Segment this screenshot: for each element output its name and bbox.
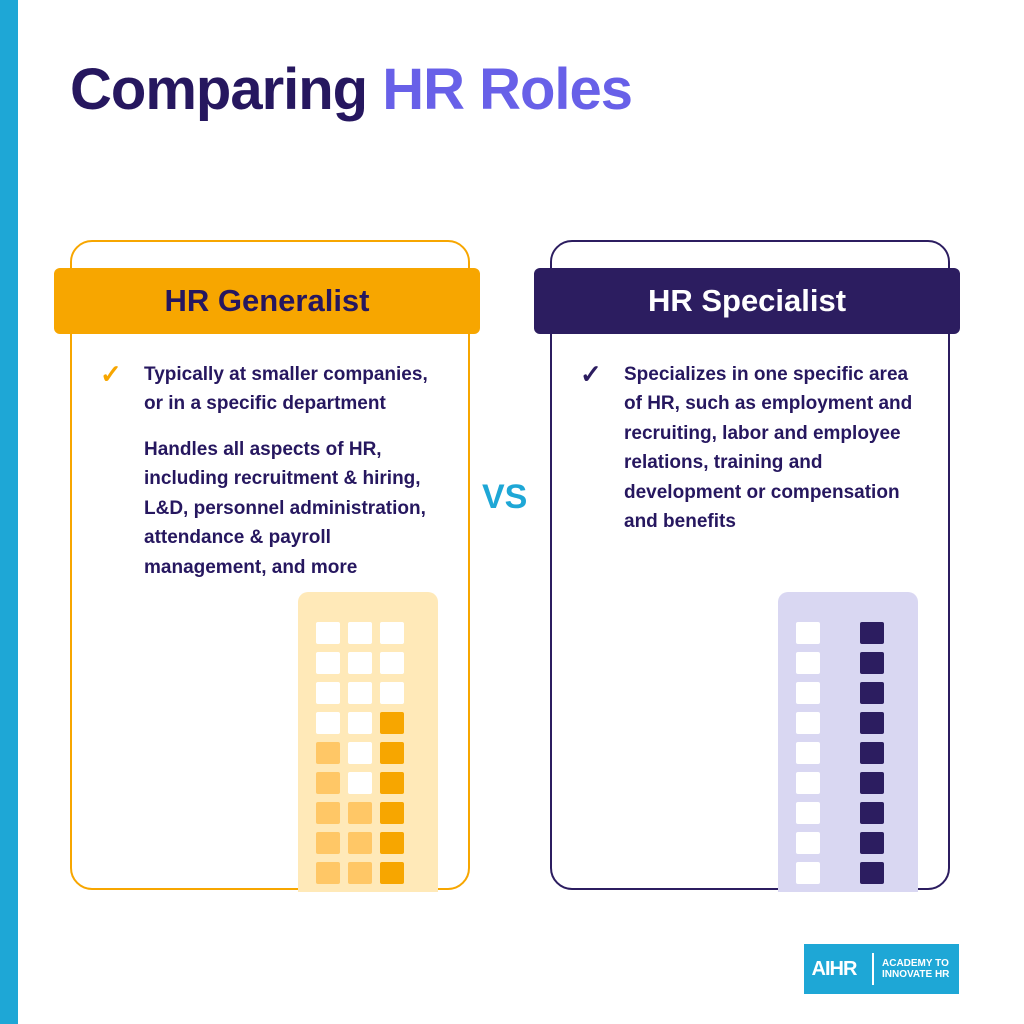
building-grid-left xyxy=(316,622,408,888)
card-specialist: HR Specialist ✓ Specializes in one speci… xyxy=(550,240,950,890)
building-cell xyxy=(348,622,372,644)
card-generalist: HR Generalist ✓ Typically at smaller com… xyxy=(70,240,470,890)
building-cell xyxy=(380,622,404,644)
building-cell xyxy=(316,832,340,854)
building-cell xyxy=(380,802,404,824)
logo-divider xyxy=(872,953,874,985)
title-part-2: HR Roles xyxy=(382,57,632,122)
building-cell xyxy=(380,862,404,884)
building-cell xyxy=(828,622,852,644)
page-title: Comparing HR Roles xyxy=(70,56,632,123)
building-cell xyxy=(860,622,884,644)
building-cell xyxy=(796,772,820,794)
bullet-text: Specializes in one specific area of HR, … xyxy=(624,360,920,537)
building-illustration-right xyxy=(778,592,918,892)
building-cell xyxy=(348,862,372,884)
brand-logo: AIHR ACADEMY TO INNOVATE HR xyxy=(804,944,984,994)
vs-label: VS xyxy=(482,478,527,517)
building-cell xyxy=(828,712,852,734)
left-stripe xyxy=(0,0,18,1024)
building-cell xyxy=(860,682,884,704)
building-cell xyxy=(380,682,404,704)
building-cell xyxy=(348,772,372,794)
building-cell xyxy=(380,652,404,674)
building-cell xyxy=(348,742,372,764)
building-cell xyxy=(316,622,340,644)
building-cell xyxy=(828,652,852,674)
building-cell xyxy=(380,832,404,854)
building-cell xyxy=(348,682,372,704)
building-cell xyxy=(828,682,852,704)
card-generalist-body: ✓ Typically at smaller companies, or in … xyxy=(100,360,440,582)
building-cell xyxy=(348,712,372,734)
bullet-text-2: Handles all aspects of HR, including rec… xyxy=(144,435,440,582)
bullet-text: Typically at smaller companies, or in a … xyxy=(144,360,440,419)
title-part-1: Comparing xyxy=(70,57,382,122)
building-cell xyxy=(316,682,340,704)
building-cell xyxy=(380,742,404,764)
building-grid-right xyxy=(796,622,888,888)
building-cell xyxy=(316,712,340,734)
building-cell xyxy=(796,622,820,644)
building-cell xyxy=(316,742,340,764)
building-cell xyxy=(796,652,820,674)
building-cell xyxy=(828,832,852,854)
building-cell xyxy=(380,712,404,734)
logo-mark: AIHR xyxy=(804,944,864,994)
card-generalist-header: HR Generalist xyxy=(54,268,480,334)
building-cell xyxy=(828,802,852,824)
building-cell xyxy=(796,862,820,884)
building-cell xyxy=(828,772,852,794)
building-cell xyxy=(316,652,340,674)
building-cell xyxy=(860,832,884,854)
logo-wrap: AIHR ACADEMY TO INNOVATE HR xyxy=(804,944,959,994)
building-cell xyxy=(796,742,820,764)
building-illustration-left xyxy=(298,592,438,892)
building-cell xyxy=(796,712,820,734)
card-specialist-header: HR Specialist xyxy=(534,268,960,334)
bullet-row: ✓ Typically at smaller companies, or in … xyxy=(100,360,440,419)
bullet-row: ✓ Specializes in one specific area of HR… xyxy=(580,360,920,537)
check-icon: ✓ xyxy=(580,360,608,389)
building-cell xyxy=(380,772,404,794)
building-cell xyxy=(860,742,884,764)
building-cell xyxy=(348,832,372,854)
building-cell xyxy=(860,862,884,884)
logo-line-1: ACADEMY TO xyxy=(882,958,949,969)
logo-line-2: INNOVATE HR xyxy=(882,969,949,980)
building-cell xyxy=(796,802,820,824)
building-cell xyxy=(348,802,372,824)
card-generalist-title: HR Generalist xyxy=(164,283,369,319)
building-cell xyxy=(828,742,852,764)
building-cell xyxy=(860,772,884,794)
building-cell xyxy=(828,862,852,884)
building-cell xyxy=(796,832,820,854)
building-cell xyxy=(316,772,340,794)
card-specialist-title: HR Specialist xyxy=(648,283,846,319)
card-specialist-body: ✓ Specializes in one specific area of HR… xyxy=(580,360,920,553)
building-cell xyxy=(860,712,884,734)
building-cell xyxy=(316,802,340,824)
building-cell xyxy=(348,652,372,674)
building-cell xyxy=(316,862,340,884)
logo-tagline: ACADEMY TO INNOVATE HR xyxy=(882,958,949,980)
building-cell xyxy=(860,802,884,824)
building-cell xyxy=(796,682,820,704)
building-cell xyxy=(860,652,884,674)
check-icon: ✓ xyxy=(100,360,128,389)
